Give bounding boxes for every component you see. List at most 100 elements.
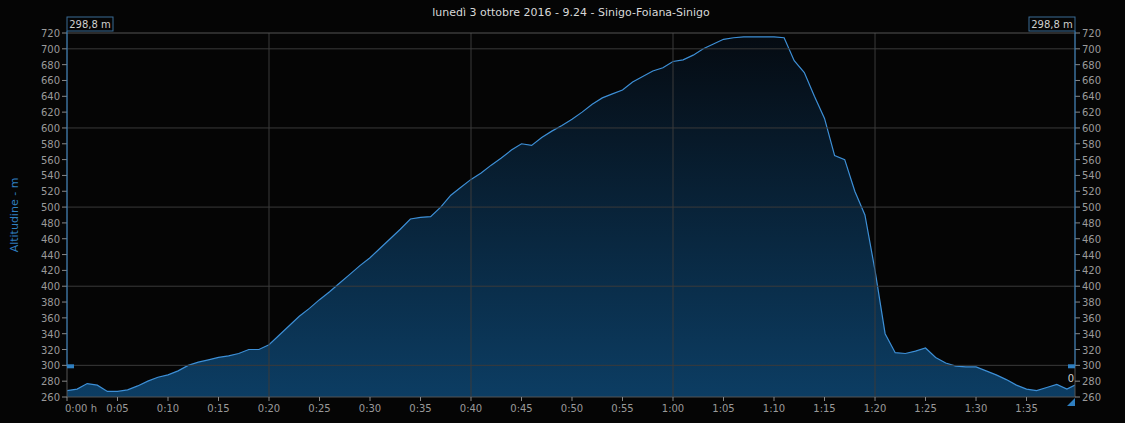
title: lunedì 3 ottobre 2016 - 9.24 - Sinigo-Fo… <box>432 6 710 19</box>
y-tick <box>62 238 67 239</box>
y-tick <box>1075 191 1080 192</box>
y-tick <box>62 191 67 192</box>
x-tick-label: 1:10 <box>763 403 785 414</box>
y-tick <box>1075 112 1080 113</box>
x-tick-label: 0:00 h <box>65 403 97 414</box>
y-tick-label: 420 <box>41 265 60 276</box>
y-tick <box>62 143 67 144</box>
x-tick <box>572 397 573 401</box>
y-tick <box>1075 33 1080 34</box>
x-tick <box>269 397 270 401</box>
x-tick <box>673 397 674 401</box>
y-tick-label: 720 <box>1082 28 1101 39</box>
y-tick-label: 480 <box>1082 218 1101 229</box>
x-tick-label: 0:35 <box>409 403 431 414</box>
x-tick-label: 0:05 <box>106 403 128 414</box>
background <box>0 0 1125 423</box>
marker-box <box>67 17 113 31</box>
x-tick <box>117 397 118 401</box>
y-tick-label: 500 <box>1082 202 1101 213</box>
x-tick <box>168 397 169 401</box>
y-tick <box>62 381 67 382</box>
y-tick <box>1075 397 1080 398</box>
y-tick <box>62 33 67 34</box>
marker-line <box>67 31 68 366</box>
y-tick <box>62 333 67 334</box>
x-tick <box>1026 397 1027 401</box>
y-tick <box>1075 159 1080 160</box>
y-tick <box>1075 127 1080 128</box>
y-tick <box>1075 80 1080 81</box>
y-tick <box>62 317 67 318</box>
x-tick <box>976 397 977 401</box>
y-tick <box>1075 286 1080 287</box>
end-handle <box>1067 398 1075 406</box>
grid-line <box>67 286 1075 287</box>
grid-line <box>67 365 1075 366</box>
y-tick-label: 520 <box>41 186 60 197</box>
grid-line <box>673 33 674 397</box>
y-tick-label: 660 <box>1082 75 1101 86</box>
y-tick-label: 620 <box>1082 107 1101 118</box>
y-tick-label: 640 <box>41 91 60 102</box>
y-tick-label: 300 <box>41 360 60 371</box>
marker <box>67 364 74 368</box>
y-tick-label: 660 <box>41 75 60 86</box>
x-tick-label: 1:35 <box>1015 403 1037 414</box>
y-tick <box>1075 238 1080 239</box>
y-tick-label: 600 <box>1082 123 1101 134</box>
y-tick-label: 560 <box>41 155 60 166</box>
y-tick-label: 440 <box>41 250 60 261</box>
y-tick <box>1075 302 1080 303</box>
x-tick-label: 0:40 <box>460 403 482 414</box>
x-tick <box>875 397 876 401</box>
y-tick <box>1075 381 1080 382</box>
x-tick <box>723 397 724 401</box>
marker-box <box>1029 17 1075 31</box>
chart: lunedì 3 ottobre 2016 - 9.24 - Sinigo-Fo… <box>0 0 1125 423</box>
y-tick <box>62 112 67 113</box>
y-tick-label: 600 <box>41 123 60 134</box>
y-tick-label: 680 <box>41 60 60 71</box>
y-tick <box>1075 317 1080 318</box>
y-tick <box>62 349 67 350</box>
y-tick-label: 340 <box>1082 329 1101 340</box>
x-tick-label: 1:30 <box>965 403 987 414</box>
y-tick <box>62 302 67 303</box>
grid-line <box>67 48 1075 49</box>
y-tick-label: 260 <box>1082 392 1101 403</box>
grid <box>67 33 1075 397</box>
y-tick <box>1075 207 1080 208</box>
y-tick <box>62 64 67 65</box>
grid-line <box>471 33 472 397</box>
x-tick-label: 1:20 <box>864 403 886 414</box>
y-tick <box>62 270 67 271</box>
y-tick-label: 460 <box>1082 234 1101 245</box>
x-tick-label: 0:50 <box>561 403 583 414</box>
y-tick-label: 580 <box>41 139 60 150</box>
y-tick <box>1075 365 1080 366</box>
grid-line <box>875 33 876 397</box>
x-tick <box>622 397 623 401</box>
y-tick <box>62 222 67 223</box>
y-tick-label: 320 <box>41 345 60 356</box>
y-tick-label: 260 <box>41 392 60 403</box>
x-tick-label: 0:45 <box>510 403 532 414</box>
y-tick <box>1075 333 1080 334</box>
y-tick-label: 540 <box>41 170 60 181</box>
y-tick-label: 620 <box>41 107 60 118</box>
y-tick-label: 700 <box>41 44 60 55</box>
y-tick <box>62 365 67 366</box>
y-tick-label: 360 <box>1082 313 1101 324</box>
x-tick <box>420 397 421 401</box>
y-tick-label: 640 <box>1082 91 1101 102</box>
y-tick <box>62 286 67 287</box>
x-tick <box>824 397 825 401</box>
y-tick <box>62 397 67 398</box>
x-tick-label: 0:25 <box>308 403 330 414</box>
y-tick <box>1075 349 1080 350</box>
y-tick-label: 320 <box>1082 345 1101 356</box>
frame <box>67 33 1075 397</box>
area <box>67 37 1075 397</box>
marker-label: 298,8 m <box>69 19 111 30</box>
